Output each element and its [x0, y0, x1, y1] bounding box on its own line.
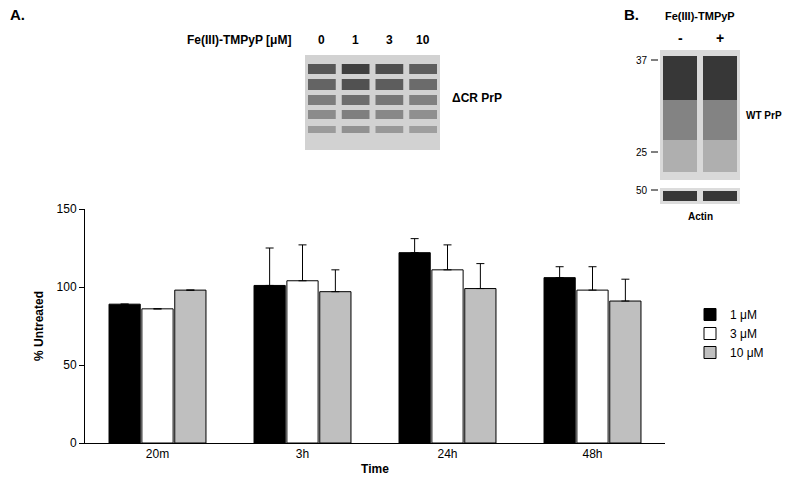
svg-text:10: 10	[416, 33, 430, 47]
svg-text:3h: 3h	[296, 447, 309, 461]
svg-text:0: 0	[318, 33, 325, 47]
svg-text:Time: Time	[361, 462, 389, 476]
svg-text:WT PrP: WT PrP	[746, 110, 782, 121]
svg-text:ΔCR PrP: ΔCR PrP	[452, 91, 502, 105]
svg-text:Actin: Actin	[688, 211, 713, 222]
svg-text:50: 50	[636, 185, 648, 196]
svg-text:B.: B.	[624, 6, 639, 23]
svg-text:48h: 48h	[582, 447, 602, 461]
svg-text:1 μM: 1 μM	[730, 308, 757, 322]
svg-text:3: 3	[386, 33, 393, 47]
svg-text:150: 150	[57, 202, 77, 216]
svg-text:24h: 24h	[437, 447, 457, 461]
svg-text:100: 100	[57, 280, 77, 294]
svg-text:1: 1	[352, 33, 359, 47]
svg-text:25: 25	[636, 147, 648, 158]
svg-text:-: -	[678, 30, 683, 46]
svg-text:50: 50	[63, 358, 77, 372]
svg-text:% Untreated: % Untreated	[32, 291, 46, 361]
svg-text:Fe(III)-TMPyP [μM]: Fe(III)-TMPyP [μM]	[187, 33, 291, 47]
svg-text:3 μM: 3 μM	[730, 327, 757, 341]
svg-text:Fe(III)-TMPyP: Fe(III)-TMPyP	[665, 10, 735, 22]
svg-text:20m: 20m	[146, 447, 169, 461]
svg-text:10 μM: 10 μM	[730, 346, 764, 360]
svg-text:+: +	[716, 30, 724, 46]
svg-text:A.: A.	[10, 6, 25, 23]
svg-text:37: 37	[636, 55, 648, 66]
svg-text:0: 0	[70, 436, 77, 450]
